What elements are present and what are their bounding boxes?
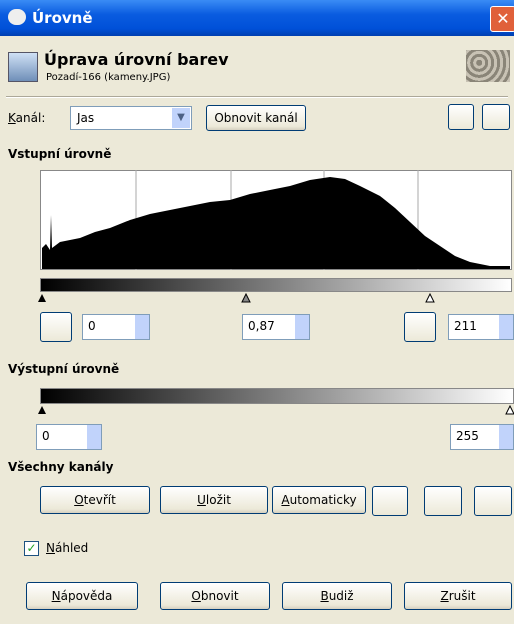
help-button[interactable]: Nápověda bbox=[26, 582, 138, 610]
channel-label: Kanál: bbox=[8, 111, 45, 125]
output-high-value: 255 bbox=[456, 429, 479, 443]
linear-histogram-button[interactable] bbox=[448, 104, 474, 130]
channel-value: Jas bbox=[77, 111, 94, 125]
open-button[interactable]: Otevřít bbox=[40, 486, 150, 514]
levels-icon bbox=[8, 52, 38, 82]
separator bbox=[6, 96, 508, 98]
log-histogram-button[interactable] bbox=[482, 104, 510, 130]
help-text: Nápověda bbox=[52, 589, 113, 603]
output-levels-heading: Výstupní úrovně bbox=[8, 362, 119, 376]
title-bar: Úrovně ✕ bbox=[0, 0, 514, 36]
auto-text: Automaticky bbox=[281, 493, 356, 507]
save-button[interactable]: Uložit bbox=[160, 486, 268, 514]
cancel-text: Zrušit bbox=[440, 589, 475, 603]
input-high-spin[interactable]: 211 bbox=[448, 314, 514, 340]
auto-button[interactable]: Automaticky bbox=[272, 486, 366, 514]
close-button[interactable]: ✕ bbox=[490, 6, 514, 32]
reset-channel-button[interactable]: Obnovit kanál bbox=[206, 105, 306, 131]
gamma-spin[interactable]: 0,87 bbox=[242, 314, 310, 340]
image-thumbnail bbox=[466, 50, 510, 82]
ok-text: Budiž bbox=[320, 589, 353, 603]
ok-button[interactable]: Budiž bbox=[282, 582, 392, 610]
preview-checkbox[interactable]: ✓ bbox=[24, 541, 39, 556]
black-picker[interactable] bbox=[40, 312, 72, 342]
input-low-value: 0 bbox=[88, 319, 96, 333]
reset-text: Obnovit bbox=[191, 589, 238, 603]
gray-point-picker[interactable] bbox=[424, 486, 462, 516]
input-levels-heading: Vstupní úrovně bbox=[8, 147, 111, 161]
save-text: Uložit bbox=[197, 493, 231, 507]
output-sliders[interactable] bbox=[36, 404, 514, 416]
white-picker[interactable] bbox=[404, 312, 436, 342]
cancel-button[interactable]: Zrušit bbox=[404, 582, 512, 610]
header-title: Úprava úrovní barev bbox=[44, 50, 229, 69]
white-point-picker[interactable] bbox=[474, 486, 512, 516]
window-title: Úrovně bbox=[32, 9, 93, 27]
input-sliders[interactable] bbox=[36, 292, 514, 304]
input-gradient bbox=[40, 278, 512, 292]
all-channels-heading: Všechny kanály bbox=[8, 460, 113, 474]
black-point-picker[interactable] bbox=[372, 486, 408, 516]
open-text: Otevřít bbox=[74, 493, 116, 507]
reset-channel-text: Obnovit kanál bbox=[214, 111, 297, 125]
levels-dialog: Úrovně ✕ Úprava úrovní barev Pozadí-166 … bbox=[0, 0, 514, 624]
reset-button[interactable]: Obnovit bbox=[160, 582, 270, 610]
input-high-value: 211 bbox=[454, 319, 477, 333]
output-high-spin[interactable]: 255 bbox=[450, 424, 514, 450]
header-subtitle: Pozadí-166 (kameny.JPG) bbox=[46, 72, 170, 83]
app-icon bbox=[8, 9, 26, 25]
output-low-spin[interactable]: 0 bbox=[36, 424, 102, 450]
preview-label: Náhled bbox=[46, 541, 88, 555]
gamma-value: 0,87 bbox=[248, 319, 275, 333]
combo-arrow: ▼ bbox=[172, 108, 190, 128]
histogram bbox=[40, 170, 512, 270]
channel-combo[interactable]: Jas ▼ bbox=[70, 106, 192, 130]
input-low-spin[interactable]: 0 bbox=[82, 314, 150, 340]
output-gradient bbox=[40, 388, 514, 404]
output-low-value: 0 bbox=[42, 429, 50, 443]
